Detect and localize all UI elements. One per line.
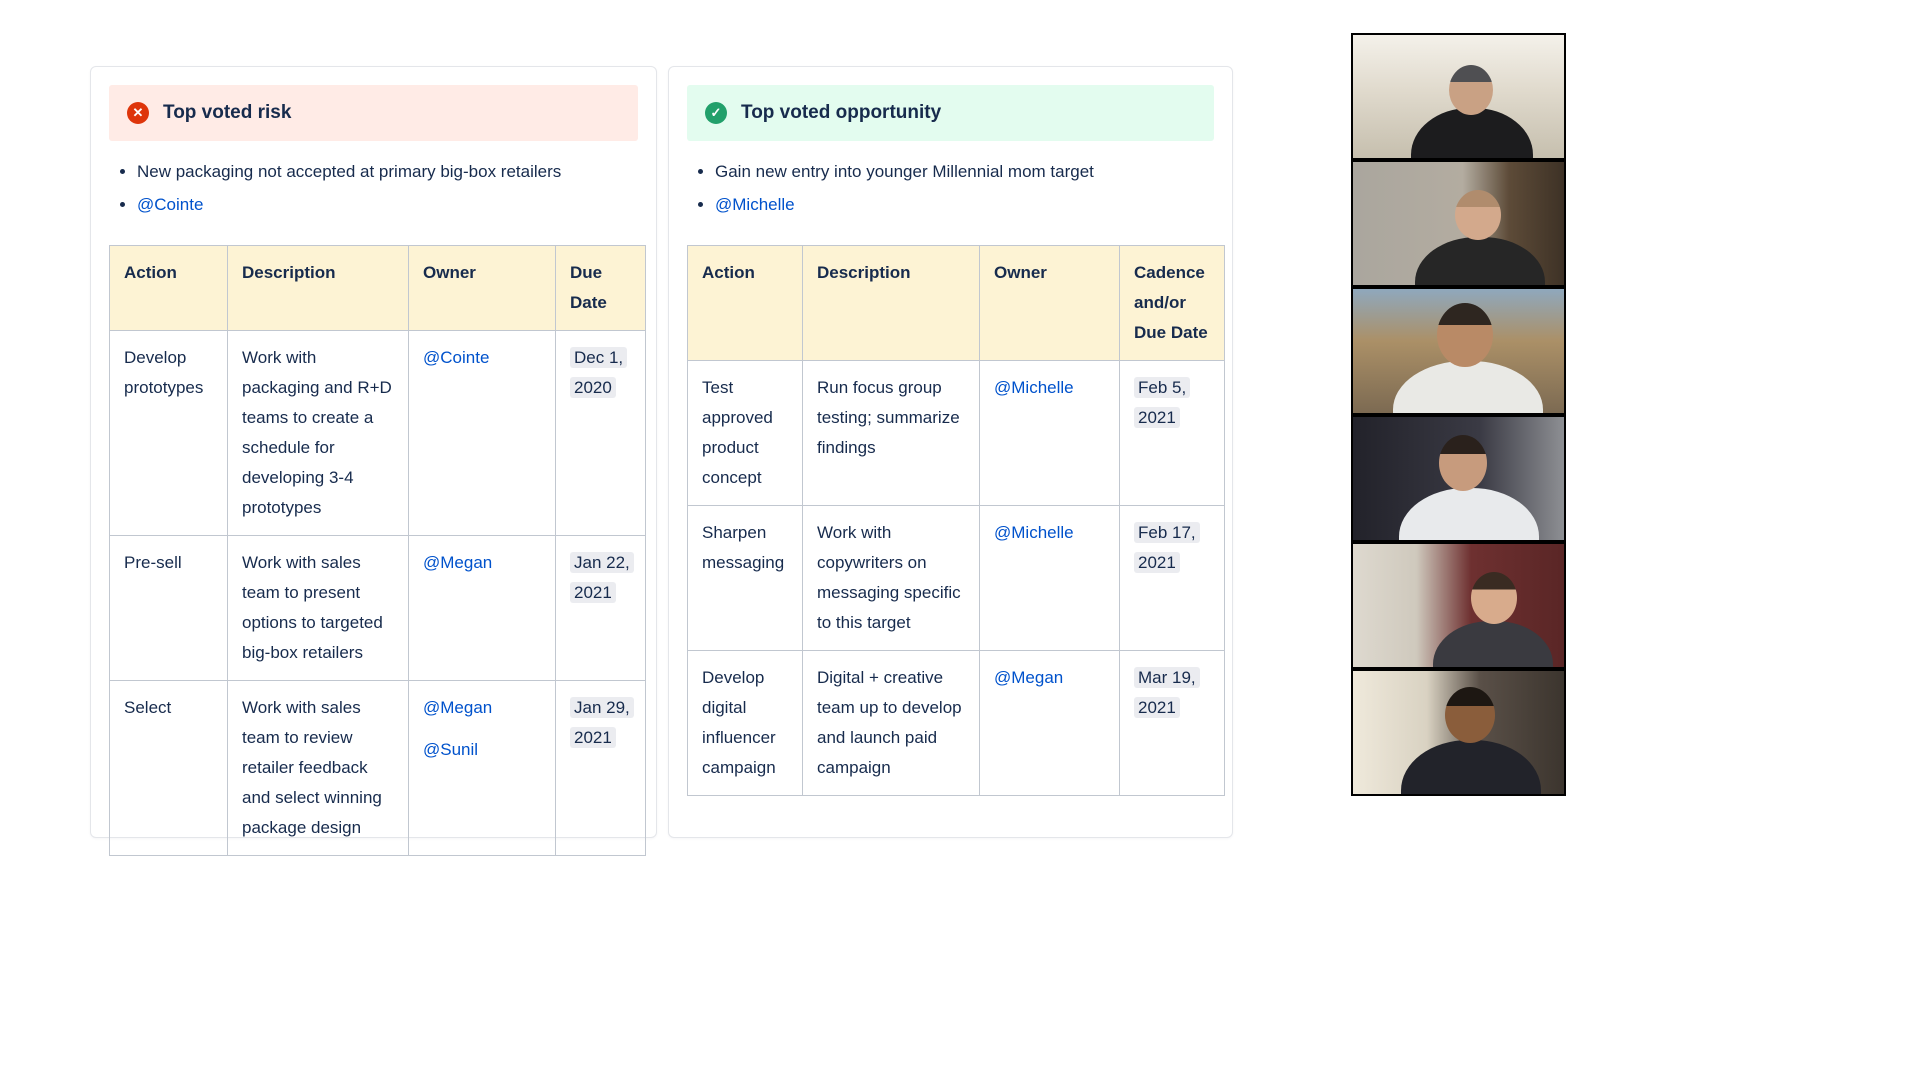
action-cell: Sharpen messaging (687, 505, 803, 651)
owner-cell: @Michelle (979, 360, 1120, 506)
mention-link[interactable]: @Sunil (423, 740, 479, 759)
table-header-row: Action Description Owner Due Date (109, 245, 646, 331)
owner-cell: @Michelle (979, 505, 1120, 651)
mention-link[interactable]: @Cointe (423, 348, 490, 367)
person-silhouette (1401, 740, 1541, 795)
error-cross-icon: ✕ (127, 102, 149, 124)
date-chip: Jan 22, 2021 (570, 552, 634, 603)
person-head (1437, 303, 1493, 368)
owner-cell: @Megan (979, 650, 1120, 796)
opportunity-banner-title: Top voted opportunity (741, 102, 942, 123)
date-chip: Dec 1, 2020 (570, 347, 628, 398)
due-date-cell: Jan 22, 2021 (555, 535, 646, 681)
person-head (1455, 190, 1501, 241)
table-row: Test approved product concept Run focus g… (687, 360, 1225, 506)
risk-table: Action Description Owner Due Date Develo… (109, 245, 646, 856)
column-header-action: Action (687, 245, 803, 361)
action-cell: Select (109, 680, 228, 856)
video-tile-participant-5[interactable] (1351, 541, 1566, 669)
table-row: Develop prototypes Work with packaging an… (109, 330, 646, 536)
table-row: Sharpen messaging Work with copywriters o… (687, 505, 1225, 651)
mention-link[interactable]: @Michelle (715, 195, 795, 214)
action-cell: Develop prototypes (109, 330, 228, 536)
risk-banner-title: Top voted risk (163, 102, 292, 123)
risk-panel: ✕ Top voted risk New packaging not accep… (90, 66, 657, 856)
due-date-cell: Feb 17, 2021 (1119, 505, 1225, 651)
mention-link[interactable]: @Michelle (994, 523, 1074, 542)
risk-bullet-mention: @Cointe (137, 188, 638, 221)
video-tile-participant-2[interactable] (1351, 160, 1566, 288)
description-cell: Work with copywriters on messaging speci… (802, 505, 980, 651)
description-cell: Work with sales team to present options … (227, 535, 409, 681)
person-head (1471, 571, 1517, 624)
video-tile-participant-4[interactable] (1351, 414, 1566, 542)
video-tile-participant-1[interactable] (1351, 33, 1566, 161)
risk-bullet-list: New packaging not accepted at primary bi… (109, 155, 638, 221)
table-row: Pre-sell Work with sales team to present … (109, 535, 646, 681)
success-check-icon: ✓ (705, 102, 727, 124)
person-head (1449, 65, 1493, 115)
due-date-cell: Mar 19, 2021 (1119, 650, 1225, 796)
opportunity-bullet-list: Gain new entry into younger Millennial m… (687, 155, 1214, 221)
column-header-owner: Owner (408, 245, 556, 331)
person-silhouette (1433, 620, 1553, 667)
column-header-owner: Owner (979, 245, 1120, 361)
opportunity-table: Action Description Owner Cadence and/or … (687, 245, 1225, 796)
mention-link[interactable]: @Cointe (137, 195, 204, 214)
description-cell: Run focus group testing; summarize findi… (802, 360, 980, 506)
description-cell: Work with packaging and R+D teams to cre… (227, 330, 409, 536)
column-header-description: Description (802, 245, 980, 361)
opportunity-bullet-text: Gain new entry into younger Millennial m… (715, 155, 1214, 188)
risk-bullet-text: New packaging not accepted at primary bi… (137, 155, 638, 188)
owner-cell: @Megan (408, 535, 556, 681)
person-head (1445, 686, 1495, 743)
person-silhouette (1411, 108, 1533, 159)
risk-banner: ✕ Top voted risk (109, 85, 638, 141)
action-cell: Test approved product concept (687, 360, 803, 506)
video-tile-participant-3[interactable] (1351, 287, 1566, 415)
column-header-description: Description (227, 245, 409, 331)
video-tile-participant-6[interactable] (1351, 668, 1566, 797)
opportunity-banner: ✓ Top voted opportunity (687, 85, 1214, 141)
column-header-cadence-due-date: Cadence and/or Due Date (1119, 245, 1225, 361)
due-date-cell: Dec 1, 2020 (555, 330, 646, 536)
mention-link[interactable]: @Megan (423, 553, 493, 572)
description-cell: Digital + creative team up to develop an… (802, 650, 980, 796)
due-date-cell: Feb 5, 2021 (1119, 360, 1225, 506)
table-row: Develop digital influencer campaign Digit… (687, 650, 1225, 796)
opportunity-panel: ✓ Top voted opportunity Gain new entry i… (668, 66, 1233, 838)
mention-link[interactable]: @Megan (423, 698, 493, 717)
mention-link[interactable]: @Michelle (994, 378, 1074, 397)
date-chip: Feb 5, 2021 (1134, 377, 1191, 428)
video-call-sidebar (1351, 33, 1566, 797)
mention-link[interactable]: @Megan (994, 668, 1064, 687)
table-header-row: Action Description Owner Cadence and/or … (687, 245, 1225, 361)
person-head (1439, 434, 1487, 491)
column-header-action: Action (109, 245, 228, 331)
description-cell: Work with sales team to review retailer … (227, 680, 409, 856)
owner-cell: @Cointe (408, 330, 556, 536)
column-header-due-date: Due Date (555, 245, 646, 331)
action-cell: Pre-sell (109, 535, 228, 681)
opportunity-bullet-mention: @Michelle (715, 188, 1214, 221)
action-cell: Develop digital influencer campaign (687, 650, 803, 796)
date-chip: Mar 19, 2021 (1134, 667, 1200, 718)
date-chip: Feb 17, 2021 (1134, 522, 1200, 573)
person-silhouette (1399, 487, 1539, 540)
table-row: Select Work with sales team to review ret… (109, 680, 646, 856)
person-silhouette (1393, 360, 1543, 413)
date-chip: Jan 29, 2021 (570, 697, 634, 748)
person-silhouette (1415, 237, 1545, 286)
owner-cell: @Megan @Sunil (408, 680, 556, 856)
due-date-cell: Jan 29, 2021 (555, 680, 646, 856)
